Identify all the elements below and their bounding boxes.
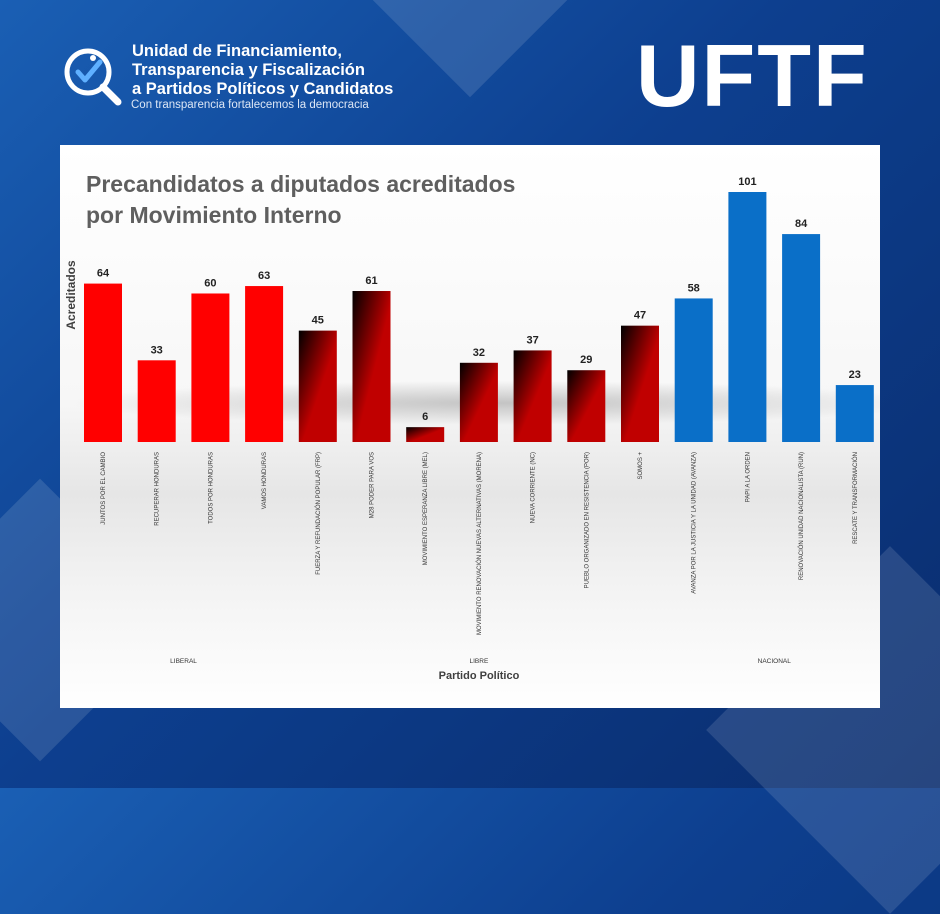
- data-label: 64: [97, 268, 110, 280]
- bar: [406, 427, 445, 442]
- x-tick-label: SOMOS +: [638, 452, 644, 480]
- x-tick-label: RECUPERAR HONDURAS: [155, 452, 161, 526]
- data-label: 63: [258, 270, 270, 282]
- bar: [245, 286, 284, 442]
- bar: [459, 362, 498, 442]
- x-tick-label: MOVIMIENTO RENOVACIÓN NUEVAS ALTERNATIVA…: [476, 452, 483, 635]
- group-label: LIBERAL: [170, 658, 197, 665]
- org-name-line: Transparencia y Fiscalización: [132, 61, 365, 79]
- data-label: 32: [473, 347, 485, 359]
- group-label: LIBRE: [470, 658, 489, 665]
- x-tick-label: TODOS POR HONDURAS: [208, 452, 214, 524]
- bar: [782, 234, 821, 442]
- data-label: 58: [688, 282, 700, 294]
- bar: [621, 325, 659, 442]
- chart-title-line: Precandidatos a diputados acreditados: [86, 171, 516, 197]
- x-tick-label: RENOVACIÓN UNIDAD NACIONALISTA (RUN): [798, 452, 805, 580]
- x-tick-label: M28 PODER PARA VOS: [370, 452, 376, 518]
- x-axis-label: Partido Político: [439, 670, 520, 682]
- data-label: 60: [204, 277, 216, 289]
- bar: [84, 283, 122, 442]
- brand-logo-text: UFTF: [636, 26, 869, 125]
- x-tick-label: PUEBLO ORGANIZADO EN RESISTENCIA (POR): [584, 452, 590, 588]
- x-tick-label: JUNTOS POR EL CAMBIO: [101, 452, 107, 525]
- bar: [298, 330, 337, 442]
- data-label: 47: [634, 310, 646, 322]
- org-name-line: a Partidos Políticos y Candidatos: [132, 80, 394, 98]
- bar: [352, 291, 391, 442]
- chart-card: Precandidatos a diputados acreditados po…: [60, 145, 880, 708]
- x-tick-label: VAMOS HONDURAS: [262, 452, 268, 509]
- bar: [835, 385, 874, 442]
- x-tick-label: RESCATE Y TRANSFORMACIÓN: [852, 452, 859, 544]
- y-axis-label: Acreditados: [64, 260, 78, 330]
- chart-title-line: por Movimiento Interno: [86, 202, 342, 228]
- bar-chart: 64 33 60 63 45 61 6 32 37 29 47 58 101 84 23 JUNTOS PO…: [64, 176, 880, 682]
- x-tick-label: PAPI A LA ORDEN: [745, 452, 751, 502]
- bar: [567, 370, 606, 442]
- data-label: 37: [526, 334, 538, 346]
- bar: [728, 192, 767, 442]
- group-label: NACIONAL: [758, 658, 792, 665]
- bar: [674, 298, 713, 442]
- data-label: 101: [738, 176, 756, 188]
- bar: [137, 360, 176, 442]
- data-label: 6: [422, 411, 428, 423]
- data-label: 33: [151, 344, 163, 356]
- bar: [191, 293, 230, 442]
- org-name: Unidad de Financiamiento, Transparencia …: [132, 42, 393, 99]
- data-label: 45: [312, 315, 324, 327]
- data-label: 61: [365, 275, 377, 287]
- chart-title: Precandidatos a diputados acreditados po…: [86, 169, 515, 231]
- data-label: 23: [849, 369, 861, 381]
- org-slogan: Con transparencia fortalecemos la democr…: [131, 99, 369, 111]
- data-label: 84: [795, 218, 808, 230]
- org-name-line: Unidad de Financiamiento,: [132, 42, 342, 60]
- bar: [513, 350, 552, 442]
- x-tick-label: NUEVA CORRIENTE (NC): [531, 452, 537, 523]
- magnifier-check-star-icon: [64, 48, 122, 106]
- x-tick-label: MOVIMIENTO ESPERANZA LIBRE (MEL): [423, 452, 429, 565]
- x-tick-label: AVANZA POR LA JUSTICIA Y LA UNIDAD (AVAN…: [692, 452, 698, 594]
- data-label: 29: [580, 354, 592, 366]
- x-tick-label: FUERZA Y REFUNDACIÓN POPULAR (FRP): [315, 452, 322, 575]
